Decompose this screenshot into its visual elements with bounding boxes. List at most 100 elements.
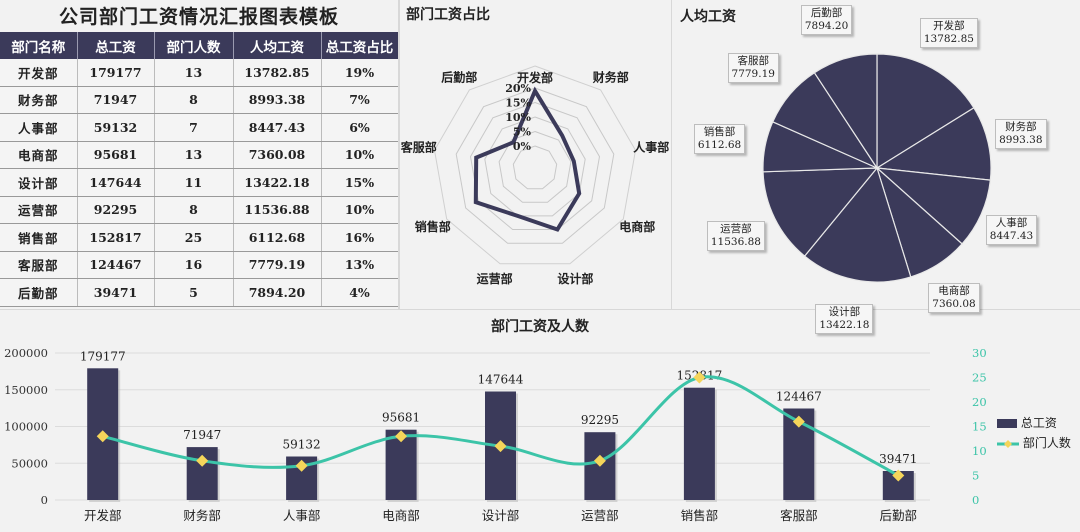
radar-series-line	[473, 86, 582, 232]
pie-label-category: 客服部	[737, 55, 769, 68]
divider	[671, 0, 672, 310]
table-cell[interactable]: 15%	[321, 168, 399, 197]
column-header: 部门名称	[0, 32, 78, 59]
x-axis-category-label: 电商部	[382, 508, 420, 523]
y-axis-left-tick: 0	[41, 493, 48, 507]
pie-slice[interactable]	[803, 166, 912, 283]
y-axis-left-tick: 200000	[4, 346, 48, 360]
line-marker[interactable]	[892, 469, 905, 482]
radar-grid-ring	[455, 87, 615, 244]
table-cell[interactable]: 16	[154, 251, 234, 279]
table-cell[interactable]: 179177	[77, 59, 155, 87]
pie-label-category: 运营部	[720, 223, 752, 236]
table-cell[interactable]: 开发部	[0, 59, 78, 87]
table-cell[interactable]: 10%	[321, 196, 399, 224]
x-axis-category-label: 销售部	[681, 508, 719, 523]
y-axis-left-tick: 150000	[4, 383, 48, 397]
table-cell[interactable]: 13422.18	[233, 168, 322, 197]
pie-label-value: 11536.88	[710, 236, 761, 249]
radar-grid-ring	[484, 116, 586, 217]
column-header: 人均工资	[233, 32, 322, 59]
table-cell[interactable]: 运营部	[0, 196, 78, 224]
pie-slice[interactable]	[876, 53, 975, 170]
pie-label-category: 人事部	[995, 217, 1028, 230]
line-marker[interactable]	[196, 454, 209, 467]
table-cell[interactable]: 后勤部	[0, 278, 78, 307]
table-cell[interactable]: 8993.38	[233, 86, 322, 114]
table-cell[interactable]: 13	[154, 141, 234, 169]
table-cell[interactable]: 财务部	[0, 86, 78, 114]
table-row: 客服部 124467 16 7779.19 13%	[0, 251, 399, 279]
bar[interactable]	[683, 387, 715, 500]
radar-tick-label: 10%	[505, 111, 531, 124]
line-marker[interactable]	[96, 430, 109, 443]
table-cell[interactable]: 39471	[77, 278, 155, 307]
line-marker[interactable]	[593, 454, 606, 467]
line-marker[interactable]	[693, 371, 706, 384]
radar-category-label: 财务部	[592, 70, 629, 85]
x-axis-category-label: 开发部	[84, 508, 122, 523]
table-row: 电商部 95681 13 7360.08 10%	[0, 141, 399, 169]
table-cell[interactable]: 11536.88	[233, 196, 322, 224]
combo-chart: 0 50000 100000 150000 200000 0 5 10 15 20 25 30 1791…	[4, 346, 987, 523]
x-axis-category-label: 客服部	[780, 508, 818, 523]
table-cell[interactable]: 92295	[77, 196, 155, 224]
bar-value-label: 179177	[80, 349, 126, 363]
line-marker[interactable]	[295, 459, 308, 472]
table-cell[interactable]: 10%	[321, 141, 399, 169]
table-row: 设计部 147644 11 13422.18 15%	[0, 168, 399, 197]
table-cell[interactable]: 4%	[321, 278, 399, 307]
table-cell[interactable]: 19%	[321, 59, 399, 87]
bar-value-label: 71947	[183, 428, 221, 442]
table-cell[interactable]: 6%	[321, 113, 399, 142]
table-cell[interactable]: 11	[154, 168, 234, 197]
table-cell[interactable]: 13	[154, 59, 234, 87]
table-cell[interactable]: 8447.43	[233, 113, 322, 142]
x-axis-category-label: 设计部	[482, 508, 520, 523]
table-cell[interactable]: 71947	[77, 86, 155, 114]
y-axis-left-tick: 50000	[11, 456, 48, 470]
radar-category-label: 客服部	[400, 140, 437, 155]
table-cell[interactable]: 电商部	[0, 141, 78, 169]
table-cell[interactable]: 16%	[321, 223, 399, 252]
table-cell[interactable]: 59132	[77, 113, 155, 142]
table-cell[interactable]: 7894.20	[233, 278, 322, 307]
pie-slice[interactable]	[762, 167, 879, 257]
table-cell[interactable]: 152817	[77, 223, 155, 252]
table-cell[interactable]: 25	[154, 223, 234, 252]
line-marker[interactable]	[792, 415, 805, 428]
legend-label: 总工资	[1020, 416, 1057, 430]
pie-data-label: 后勤部 7894.20	[800, 5, 853, 36]
table-cell[interactable]: 13%	[321, 251, 399, 279]
table-cell[interactable]: 6112.68	[233, 223, 322, 252]
table-cell[interactable]: 7%	[321, 86, 399, 114]
table-cell[interactable]: 8	[154, 196, 234, 224]
combo-chart-title: 部门工资及人数	[491, 319, 589, 335]
table-cell[interactable]: 95681	[77, 141, 155, 169]
table-cell[interactable]: 13782.85	[233, 59, 322, 87]
pie-label-value: 8993.38	[999, 133, 1043, 146]
table-cell[interactable]: 7779.19	[233, 251, 322, 279]
table-cell[interactable]: 7360.08	[233, 141, 322, 169]
table-cell[interactable]: 124467	[77, 251, 155, 279]
table-row: 财务部 71947 8 8993.38 7%	[0, 86, 399, 114]
table-cell[interactable]: 8	[154, 86, 234, 114]
table-cell[interactable]: 7	[154, 113, 234, 142]
table-cell[interactable]: 147644	[77, 168, 155, 197]
line-marker[interactable]	[494, 440, 507, 453]
line-marker[interactable]	[395, 430, 408, 443]
pie-slice[interactable]	[813, 53, 878, 171]
pie-slice[interactable]	[875, 107, 992, 181]
radar-category-label: 销售部	[415, 219, 451, 234]
pie-label-value: 7360.08	[932, 297, 976, 310]
table-cell[interactable]: 销售部	[0, 223, 78, 252]
table-cell[interactable]: 5	[154, 278, 234, 307]
table-cell[interactable]: 设计部	[0, 168, 78, 197]
salary-table: 部门名称 总工资 部门人数 人均工资 总工资占比 开发部 179177 13 13782.85…	[0, 32, 399, 307]
pie-label-category: 财务部	[1005, 120, 1037, 133]
table-cell[interactable]: 客服部	[0, 251, 78, 279]
divider	[0, 309, 1080, 310]
pie-data-label: 人事部 8447.43	[985, 215, 1038, 246]
radar-chart-title: 部门工资占比	[406, 7, 490, 23]
table-cell[interactable]: 人事部	[0, 113, 78, 142]
